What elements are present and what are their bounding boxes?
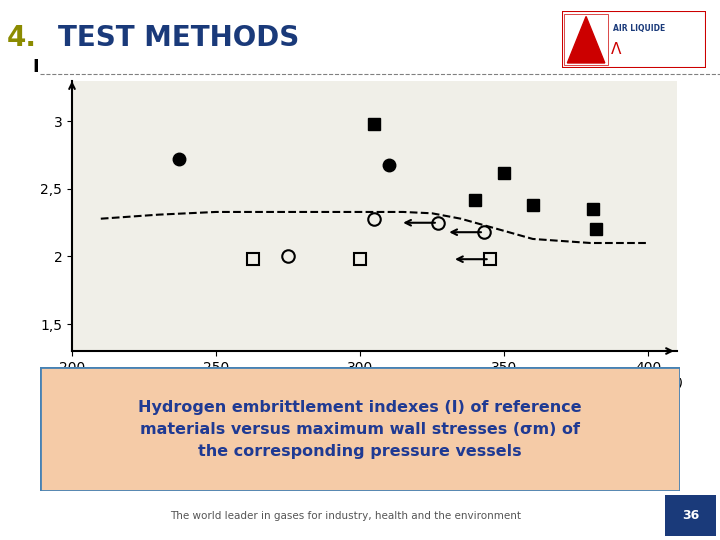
Text: 4.: 4. — [6, 24, 37, 52]
Bar — [665, 495, 716, 536]
Text: The world leader in gases for industry, health and the environment: The world leader in gases for industry, … — [170, 511, 521, 521]
Text: I: I — [32, 58, 39, 76]
Bar — [564, 14, 608, 65]
Polygon shape — [567, 16, 605, 63]
Text: 36: 36 — [682, 509, 699, 522]
Text: Hydrogen embrittlement indexes (I) of reference
materials versus maximum wall st: Hydrogen embrittlement indexes (I) of re… — [138, 400, 582, 459]
Text: σm (MPa): σm (MPa) — [616, 378, 683, 392]
Text: Λ: Λ — [611, 42, 621, 57]
Text: TEST METHODS: TEST METHODS — [58, 24, 299, 52]
Text: AIR LIQUIDE: AIR LIQUIDE — [613, 24, 666, 33]
